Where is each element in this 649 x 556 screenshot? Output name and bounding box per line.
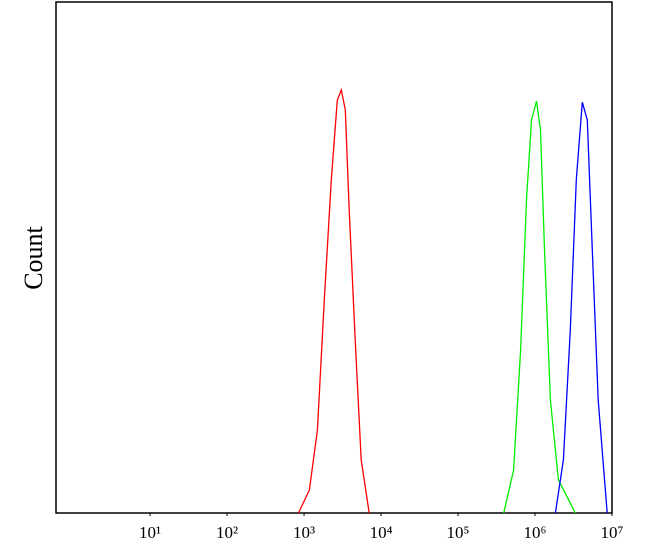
x-tick-label: 10³ <box>293 523 315 542</box>
x-tick-label: 10⁴ <box>370 523 393 542</box>
y-axis-label: Count <box>19 225 48 289</box>
x-tick-label: 10¹ <box>139 523 161 542</box>
histogram-line <box>554 102 608 514</box>
x-tick-label: 10⁵ <box>447 523 470 542</box>
x-tick-label: 10² <box>216 523 238 542</box>
x-tick-label: 10⁷ <box>601 523 624 542</box>
plot-frame <box>55 1 613 514</box>
histogram-line <box>503 100 576 514</box>
histogram-line <box>297 87 370 514</box>
x-tick-label: 10⁶ <box>524 523 547 542</box>
